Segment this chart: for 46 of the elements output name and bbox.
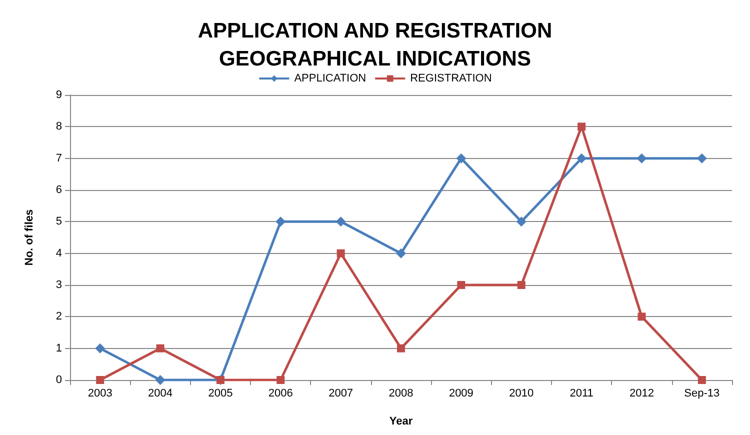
- x-tick-label: 2011: [570, 388, 594, 400]
- y-tick-label: 0: [56, 374, 62, 386]
- x-tick-label: Sep-13: [684, 388, 720, 400]
- point: [696, 153, 707, 164]
- point: [336, 216, 346, 227]
- point: [155, 375, 166, 385]
- y-tick-label: 3: [56, 279, 62, 291]
- x-tick-label: 2003: [88, 388, 112, 400]
- point: [336, 249, 345, 258]
- x-tick-label: 2009: [448, 388, 474, 400]
- x-tick-label: 2008: [388, 388, 414, 400]
- x-tick-label: 2004: [148, 388, 173, 400]
- point: [276, 216, 286, 227]
- x-tick-label: 2006: [268, 388, 293, 400]
- point: [397, 344, 405, 352]
- point: [95, 343, 106, 354]
- point: [396, 248, 406, 258]
- x-tick-label: 2010: [509, 388, 534, 400]
- point: [457, 281, 466, 289]
- point: [698, 376, 706, 384]
- y-tick-label: 8: [56, 120, 62, 133]
- x-tick-label: 2012: [629, 388, 654, 400]
- point: [156, 344, 164, 352]
- legend-label: REGISTRATION: [410, 72, 492, 84]
- point: [576, 153, 587, 164]
- y-tick-label: 7: [56, 152, 62, 164]
- y-tick-label: 9: [56, 89, 62, 101]
- y-tick-label: 4: [56, 247, 62, 260]
- chart-title: APPLICATION AND REGISTRATION GEOGRAPHICAL INDICATIONS: [198, 20, 552, 70]
- point: [578, 122, 586, 131]
- point: [456, 153, 466, 164]
- legend-label: APPLICATION: [294, 72, 366, 84]
- x-axis-title: Year: [389, 416, 414, 428]
- point: [638, 312, 646, 321]
- point: [516, 216, 526, 227]
- y-axis-title: No. of files: [24, 209, 36, 266]
- x-tick-label: 2007: [328, 388, 354, 400]
- point: [276, 376, 285, 384]
- x-tick-label: 2005: [208, 388, 233, 400]
- point: [96, 376, 104, 384]
- y-tick-label: 5: [56, 216, 62, 228]
- y-tick-label: 6: [56, 184, 62, 196]
- point: [636, 153, 647, 164]
- y-tick-label: 2: [56, 310, 62, 323]
- y-tick-label: 1: [56, 342, 62, 354]
- point: [517, 281, 526, 289]
